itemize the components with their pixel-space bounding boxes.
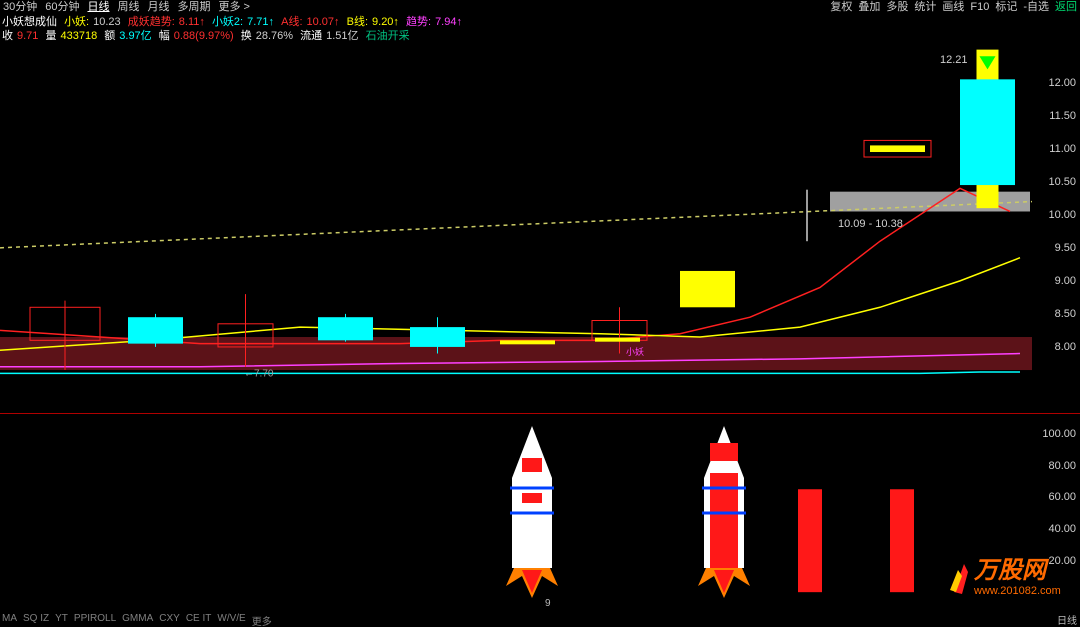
y-tick: 40.00 bbox=[1048, 523, 1076, 535]
amount-label: 额 bbox=[104, 30, 115, 42]
candle bbox=[960, 79, 1015, 185]
indicator-tab[interactable]: MA bbox=[2, 613, 17, 627]
candle bbox=[128, 317, 183, 343]
chg-label: 幅 bbox=[159, 30, 170, 42]
line-cyan bbox=[0, 372, 1020, 373]
watermark-url: www.201082.com bbox=[973, 585, 1061, 597]
indicator-tab[interactable]: CE IT bbox=[186, 613, 212, 627]
annot-range: 10.09 - 10.38 bbox=[838, 218, 903, 230]
stock-chart-root: 30分钟 60分钟 日线 周线 月线 多周期 更多 > 复权 叠加 多股 统计 … bbox=[0, 0, 1080, 627]
i6-label: 趋势: bbox=[406, 16, 431, 28]
candle bbox=[680, 271, 735, 307]
i1-val: 10.23 bbox=[93, 16, 121, 28]
rocket-icon bbox=[698, 426, 750, 598]
y-tick: 100.00 bbox=[1042, 428, 1076, 440]
watermark: 万股网 www.201082.com bbox=[914, 552, 1074, 605]
indicator-tab[interactable]: SQ IZ bbox=[23, 613, 49, 627]
btn-draw[interactable]: 画线 bbox=[939, 0, 967, 15]
indicator-tab[interactable]: PPIROLL bbox=[74, 613, 116, 627]
menubar: 30分钟 60分钟 日线 周线 月线 多周期 更多 > 复权 叠加 多股 统计 … bbox=[0, 0, 1080, 15]
btn-return[interactable]: 返回 bbox=[1052, 0, 1080, 15]
indicator-tabs: MA SQ IZ YT PPIROLL GMMA CXY CE IT W/V/E 更多 bbox=[0, 613, 1032, 627]
indicator-tab[interactable]: GMMA bbox=[122, 613, 153, 627]
y-tick: 12.00 bbox=[1048, 77, 1076, 89]
i4-label: A线: bbox=[281, 16, 302, 28]
price-header: 收 9.71 量 433718 额 3.97亿 幅 0.88(9.97%) 换 28.76… bbox=[0, 29, 1080, 43]
indicator-header: 小妖想成仙 小妖: 10.23 成妖趋势: 8.11↑ 小妖2: 7.71↑ A线: 1… bbox=[0, 15, 1080, 29]
turnover-val: 28.76% bbox=[256, 30, 293, 42]
btn-f10[interactable]: F10 bbox=[967, 0, 992, 15]
amount-val: 3.97亿 bbox=[119, 30, 151, 42]
y-axis-main: 12.00 11.50 11.00 10.50 10.00 9.50 9.00 8.50 8.0… bbox=[1032, 43, 1080, 413]
timeframe-tabs: 30分钟 60分钟 日线 周线 月线 多周期 更多 > bbox=[0, 0, 251, 15]
float-label: 流通 bbox=[300, 30, 322, 42]
btn-mark[interactable]: 标记 bbox=[992, 0, 1020, 15]
indicator-tab[interactable]: YT bbox=[55, 613, 68, 627]
y-tick: 80.00 bbox=[1048, 460, 1076, 472]
indicator-bar bbox=[798, 489, 822, 592]
y-tick: 10.00 bbox=[1048, 209, 1076, 221]
stock-name: 小妖想成仙 bbox=[2, 16, 57, 28]
tab-60min[interactable]: 60分钟 bbox=[44, 0, 80, 15]
candle bbox=[870, 145, 925, 152]
btn-fuquan[interactable]: 复权 bbox=[827, 0, 855, 15]
tab-more[interactable]: 更多 > bbox=[218, 0, 251, 15]
i6-val: 7.94↑ bbox=[435, 16, 462, 28]
i3-label: 小妖2: bbox=[212, 16, 243, 28]
turnover-label: 换 bbox=[241, 30, 252, 42]
tab-multi[interactable]: 多周期 bbox=[177, 0, 212, 15]
sector-val: 石油开采 bbox=[366, 30, 410, 42]
tab-day[interactable]: 日线 bbox=[87, 0, 111, 15]
vol-label: 量 bbox=[45, 30, 56, 42]
y-tick: 8.00 bbox=[1055, 341, 1076, 353]
tab-month[interactable]: 月线 bbox=[147, 0, 171, 15]
y-tick: 60.00 bbox=[1048, 491, 1076, 503]
indicator-tab[interactable]: 更多 bbox=[252, 613, 272, 627]
y-tick: 9.50 bbox=[1055, 242, 1076, 254]
chg-val: 0.88(9.97%) bbox=[174, 30, 234, 42]
i3-val: 7.71↑ bbox=[247, 16, 274, 28]
i2-label: 成妖趋势: bbox=[128, 16, 175, 28]
main-chart[interactable]: 10.09 - 10.38 12.21 ←7.70 小妖 bbox=[0, 43, 1032, 413]
annot-low: ←7.70 bbox=[244, 369, 274, 380]
chart-separator bbox=[0, 413, 1080, 414]
candle bbox=[318, 317, 373, 340]
sub-chart-svg: 9 bbox=[0, 418, 1032, 608]
x-tick: 9 bbox=[545, 598, 551, 608]
candle bbox=[595, 338, 640, 342]
tab-week[interactable]: 周线 bbox=[117, 0, 141, 15]
y-tick: 8.50 bbox=[1055, 308, 1076, 320]
timeframe-label: 日线 bbox=[1054, 612, 1080, 627]
indicator-bar bbox=[890, 489, 914, 592]
y-tick: 11.00 bbox=[1049, 143, 1076, 155]
i4-val: 10.07↑ bbox=[307, 16, 340, 28]
sub-chart[interactable]: 9 bbox=[0, 418, 1032, 608]
tab-30min[interactable]: 30分钟 bbox=[2, 0, 38, 15]
i5-val: 9.20↑ bbox=[372, 16, 399, 28]
float-val: 1.51亿 bbox=[326, 30, 358, 42]
main-chart-svg: 10.09 - 10.38 12.21 ←7.70 小妖 bbox=[0, 43, 1032, 413]
indicator-tab[interactable]: W/V/E bbox=[217, 613, 245, 627]
rocket-icon bbox=[506, 426, 558, 598]
annot-high: 12.21 bbox=[940, 54, 968, 66]
close-val: 9.71 bbox=[17, 30, 38, 42]
watermark-brand: 万股网 bbox=[973, 557, 1050, 584]
i5-label: B线: bbox=[347, 16, 368, 28]
i1-label: 小妖: bbox=[64, 16, 89, 28]
indicator-tab[interactable]: CXY bbox=[159, 613, 180, 627]
btn-stats[interactable]: 统计 bbox=[911, 0, 939, 15]
annot-small: 小妖 bbox=[626, 346, 644, 357]
btn-multi-stock[interactable]: 多股 bbox=[883, 0, 911, 15]
close-label: 收 bbox=[2, 30, 13, 42]
btn-favorite[interactable]: -自选 bbox=[1020, 0, 1052, 15]
y-tick: 11.50 bbox=[1049, 110, 1076, 122]
menubar-right: 复权 叠加 多股 统计 画线 F10 标记 -自选 返回 bbox=[827, 0, 1080, 15]
btn-overlay[interactable]: 叠加 bbox=[855, 0, 883, 15]
candle bbox=[410, 327, 465, 347]
candle bbox=[500, 340, 555, 344]
y-tick: 9.00 bbox=[1055, 275, 1076, 287]
i2-val: 8.11↑ bbox=[179, 16, 205, 28]
y-tick: 10.50 bbox=[1048, 176, 1076, 188]
vol-val: 433718 bbox=[60, 30, 97, 42]
